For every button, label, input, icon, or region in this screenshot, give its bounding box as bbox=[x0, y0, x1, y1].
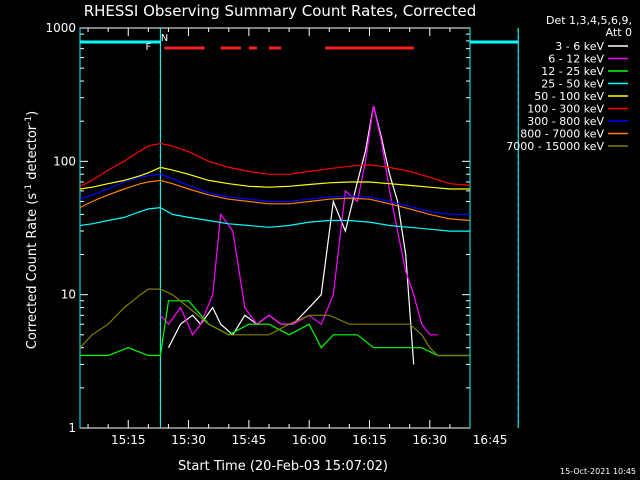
x-tick-label: 15:45 bbox=[232, 433, 267, 447]
flag-label-n: N bbox=[161, 33, 168, 44]
chart-title: RHESSI Observing Summary Count Rates, Co… bbox=[84, 2, 477, 20]
x-axis-label: Start Time (20-Feb-03 15:07:02) bbox=[178, 459, 388, 474]
legend-label: 25 - 50 keV bbox=[541, 78, 604, 91]
series-line-0 bbox=[169, 106, 414, 364]
date-stamp: 15-Oct-2021 10:45 bbox=[560, 467, 636, 476]
series-line-5 bbox=[80, 144, 470, 187]
legend-label: 6 - 12 keV bbox=[548, 53, 604, 66]
plot-area: 1 10 100 1000 15:15 15:30 15:45 16:00 16:15 16:30… bbox=[45, 21, 518, 447]
legend-label: 100 - 300 keV bbox=[527, 103, 604, 116]
x-tick-label: 16:30 bbox=[412, 433, 447, 447]
y-tick-label: 1 bbox=[68, 421, 76, 435]
legend-label: 800 - 7000 keV bbox=[520, 128, 604, 141]
legend-label: 7000 - 15000 keV bbox=[506, 140, 604, 153]
legend-label: 12 - 25 keV bbox=[541, 65, 604, 78]
y-axis-label: Corrected Count Rate (s-1 detector-1) bbox=[24, 111, 40, 349]
legend-title-2: Att 0 bbox=[606, 26, 632, 39]
y-tick-label: 1000 bbox=[45, 21, 76, 35]
chart-canvas: RHESSI Observing Summary Count Rates, Co… bbox=[0, 0, 640, 480]
x-tick-label: 15:15 bbox=[111, 433, 146, 447]
series-line-8 bbox=[80, 289, 470, 355]
y-tick-label: 100 bbox=[53, 154, 76, 168]
series-line-1 bbox=[160, 106, 437, 335]
flag-label-f: F bbox=[145, 42, 151, 53]
x-tick-label: 15:30 bbox=[171, 433, 206, 447]
x-tick-label: 16:15 bbox=[352, 433, 387, 447]
legend-label: 3 - 6 keV bbox=[555, 40, 604, 53]
series-line-3 bbox=[80, 208, 470, 232]
series-line-6 bbox=[80, 174, 470, 214]
y-tick-label: 10 bbox=[61, 288, 76, 302]
legend-label: 300 - 800 keV bbox=[527, 115, 604, 128]
x-tick-label: 16:00 bbox=[292, 433, 327, 447]
x-tick-label: 16:45 bbox=[473, 433, 508, 447]
legend-label: 50 - 100 keV bbox=[534, 90, 604, 103]
